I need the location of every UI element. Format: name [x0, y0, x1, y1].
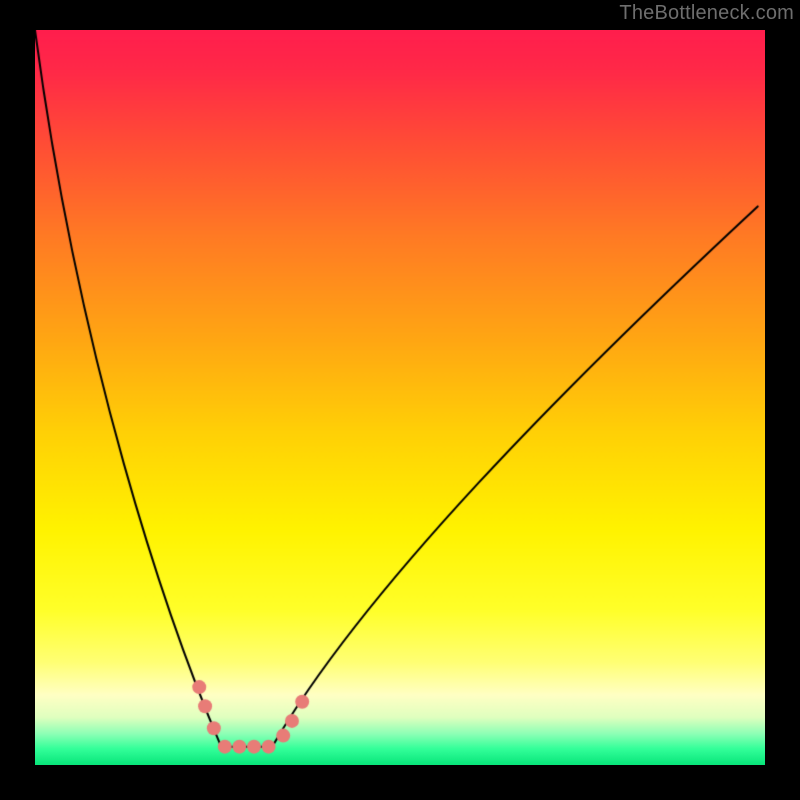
bottleneck-v-curve — [35, 30, 765, 765]
plot-area — [35, 30, 765, 765]
watermark-text: TheBottleneck.com — [619, 2, 794, 25]
